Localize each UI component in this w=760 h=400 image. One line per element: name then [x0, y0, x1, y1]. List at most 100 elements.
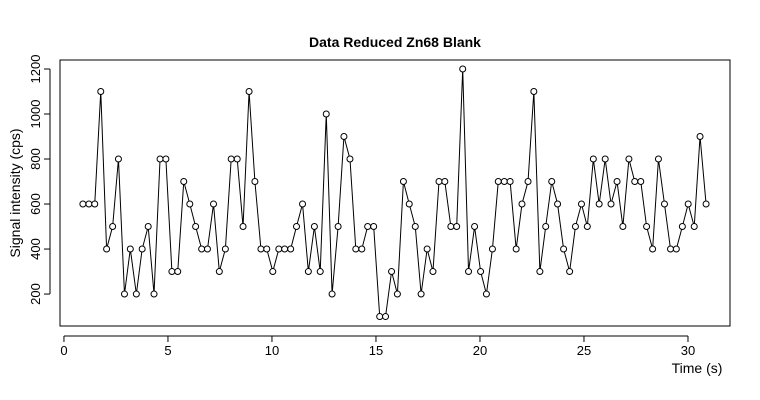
data-point: [512, 245, 520, 253]
data-point: [293, 223, 301, 231]
data-point: [488, 245, 496, 253]
data-point: [174, 268, 182, 276]
data-point: [595, 200, 603, 208]
data-point: [168, 268, 176, 276]
data-point: [316, 268, 324, 276]
data-point: [696, 133, 704, 141]
data-point: [352, 245, 360, 253]
plot-frame: [59, 59, 731, 327]
data-point: [180, 178, 188, 186]
x-tick-label: 25: [577, 343, 591, 358]
data-line: [82, 68, 707, 318]
data-point: [702, 200, 710, 208]
data-point: [649, 245, 657, 253]
data-point: [388, 268, 396, 276]
data-point: [471, 223, 479, 231]
data-point: [382, 313, 390, 321]
data-point: [500, 178, 508, 186]
data-point: [97, 88, 105, 96]
data-point: [156, 155, 164, 163]
data-point: [477, 268, 485, 276]
data-point: [287, 245, 295, 253]
x-tick-label: 5: [164, 343, 171, 358]
x-axis-label: Time (s): [672, 360, 723, 376]
data-point: [613, 178, 621, 186]
data-point: [328, 290, 336, 298]
data-point: [399, 178, 407, 186]
x-tick-label: 15: [369, 343, 383, 358]
y-tick-label: 1200: [28, 55, 43, 84]
data-point: [310, 223, 318, 231]
data-point: [304, 268, 312, 276]
data-point: [435, 178, 443, 186]
data-point: [245, 88, 253, 96]
data-point: [358, 245, 366, 253]
data-point: [144, 223, 152, 231]
x-tick-label: 20: [473, 343, 487, 358]
y-tick-label: 600: [28, 193, 43, 215]
data-point: [660, 200, 668, 208]
data-point: [322, 110, 330, 118]
data-point: [370, 223, 378, 231]
data-point: [109, 223, 117, 231]
data-point: [138, 245, 146, 253]
data-point: [233, 155, 241, 163]
data-point: [554, 200, 562, 208]
data-point: [637, 178, 645, 186]
data-point: [227, 155, 235, 163]
data-point: [459, 65, 467, 73]
data-point: [103, 245, 111, 253]
data-point: [405, 200, 413, 208]
data-point: [346, 155, 354, 163]
data-point: [542, 223, 550, 231]
data-point: [548, 178, 556, 186]
data-point: [162, 155, 170, 163]
y-tick-label: 800: [28, 148, 43, 170]
data-point: [251, 178, 259, 186]
data-point: [275, 245, 283, 253]
y-tick-label: 1000: [28, 100, 43, 129]
data-point: [132, 290, 140, 298]
data-point: [447, 223, 455, 231]
data-point: [239, 223, 247, 231]
data-point: [198, 245, 206, 253]
chart-title: Data Reduced Zn68 Blank: [309, 34, 481, 50]
data-point: [530, 88, 538, 96]
data-point: [257, 245, 265, 253]
data-point: [631, 178, 639, 186]
data-point: [524, 178, 532, 186]
data-point: [441, 178, 449, 186]
data-point: [393, 290, 401, 298]
y-tick-label: 400: [28, 238, 43, 260]
data-point: [126, 245, 134, 253]
data-point: [577, 200, 585, 208]
data-point: [85, 200, 93, 208]
data-point: [518, 200, 526, 208]
data-point: [429, 268, 437, 276]
data-point: [299, 200, 307, 208]
data-point: [203, 245, 211, 253]
data-point: [215, 268, 223, 276]
data-point: [560, 245, 568, 253]
data-point: [625, 155, 633, 163]
data-point: [654, 155, 662, 163]
data-point: [192, 223, 200, 231]
data-point: [465, 268, 473, 276]
data-point: [281, 245, 289, 253]
data-point: [269, 268, 277, 276]
x-tick-label: 30: [681, 343, 695, 358]
data-point: [79, 200, 87, 208]
data-point: [684, 200, 692, 208]
x-tick-label: 0: [60, 343, 67, 358]
data-point: [583, 223, 591, 231]
y-axis-label: Signal intensity (cps): [7, 128, 23, 257]
data-point: [453, 223, 461, 231]
data-point: [423, 245, 431, 253]
data-point: [364, 223, 372, 231]
data-point: [482, 290, 490, 298]
data-point: [120, 290, 128, 298]
data-point: [672, 245, 680, 253]
data-point: [221, 245, 229, 253]
data-point: [607, 200, 615, 208]
